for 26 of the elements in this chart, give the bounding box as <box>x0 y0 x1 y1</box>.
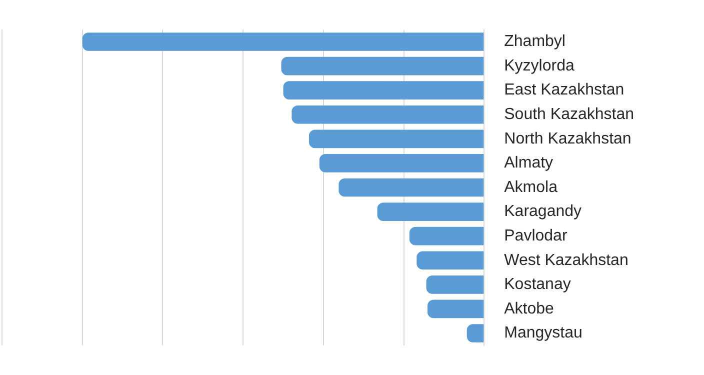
bar <box>409 226 484 246</box>
y-tick-label: Karagandy <box>504 203 582 220</box>
y-tick-label: South Kazakhstan <box>504 106 634 124</box>
y-tick-label: Pavlodar <box>504 227 568 244</box>
bar <box>281 56 484 76</box>
bar <box>292 105 484 124</box>
y-tick-label: East Kazakhstan <box>504 82 624 99</box>
y-tick-label: Mangystau <box>504 324 582 342</box>
y-tick-label: North Kazakhstan <box>504 130 632 148</box>
y-tick-label: Almaty <box>504 154 554 172</box>
bar <box>377 202 484 221</box>
bar <box>427 300 484 318</box>
y-tick-label: Kyzylorda <box>504 57 574 74</box>
bar <box>308 130 484 148</box>
y-tick-label: Kostanay <box>504 276 571 294</box>
bar <box>338 178 484 197</box>
y-tick-label: West Kazakhstan <box>504 252 628 269</box>
bar <box>466 324 484 342</box>
bar <box>283 81 484 100</box>
bar <box>319 154 484 172</box>
y-tick-label: Zhambyl <box>504 33 566 50</box>
bar <box>426 276 484 294</box>
y-tick-label: Akmola <box>504 178 558 196</box>
y-tick-label: Aktobe <box>504 300 554 318</box>
bar <box>416 251 484 270</box>
bar <box>82 32 484 51</box>
